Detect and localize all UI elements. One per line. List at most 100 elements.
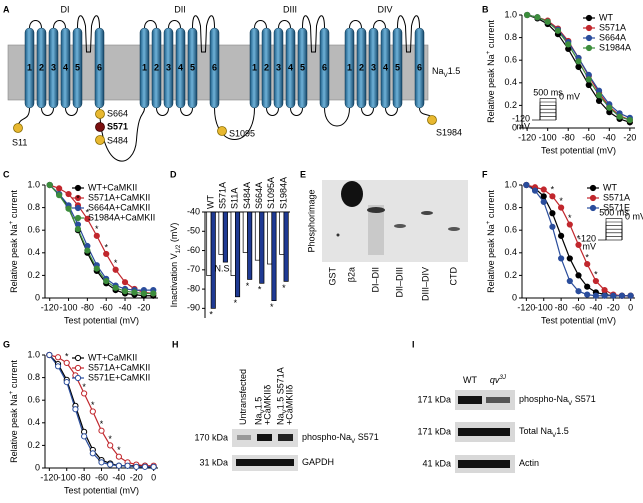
text-segment: Relative peak Na — [9, 394, 19, 463]
legend-marker — [74, 364, 82, 372]
pore-loop — [397, 15, 420, 53]
data-point — [121, 288, 129, 295]
text-segment: 1.5 — [556, 426, 569, 436]
text-segment: + — [485, 50, 492, 54]
data-point — [558, 204, 565, 211]
data-point — [133, 463, 140, 470]
lane-label: WT — [463, 375, 477, 385]
helix — [209, 27, 220, 109]
helix-number: 4 — [383, 62, 388, 72]
data-point — [124, 462, 131, 469]
blot-band — [367, 207, 385, 213]
protocol-step — [605, 221, 623, 240]
site-label: S11 — [12, 137, 27, 147]
data-point — [140, 290, 147, 297]
x-tick-label: 0 — [628, 302, 633, 312]
data-point — [584, 283, 591, 290]
protocol-duration: 500 ms — [599, 207, 629, 217]
bar — [210, 211, 216, 309]
text-segment: V — [444, 72, 449, 79]
panel-letter: D — [170, 169, 177, 179]
lane-label: NaV1.5 S571A — [276, 367, 289, 425]
x-tick-label: -80 — [562, 132, 575, 142]
bar — [218, 211, 224, 255]
text-segment: Relative peak Na — [9, 224, 19, 293]
text-segment: V — [351, 438, 356, 445]
data-point — [141, 463, 149, 470]
text-segment: V — [282, 408, 289, 413]
loop — [361, 107, 374, 116]
blot — [455, 390, 515, 410]
helix — [297, 27, 308, 109]
molecular-weight: 171 kDa — [417, 426, 451, 436]
data-point — [549, 223, 556, 230]
site-label: S1984 — [436, 127, 462, 137]
bar — [267, 211, 273, 265]
text-segment: Na — [432, 66, 444, 76]
data-point — [63, 379, 70, 386]
helix-number: 4 — [178, 62, 183, 72]
y-tick-label: 0.6 — [504, 225, 517, 235]
panel-letter: G — [3, 339, 10, 349]
text-segment: S571 — [572, 394, 596, 404]
text-segment: current — [486, 190, 496, 221]
helix-number: 4 — [63, 62, 68, 72]
data-point — [150, 463, 157, 470]
x-tick-label: -60 — [100, 302, 113, 312]
blot-h — [232, 429, 298, 471]
helix — [175, 27, 186, 109]
text-segment: 3J — [499, 374, 507, 381]
annotation: * — [91, 400, 95, 410]
data-point — [558, 255, 565, 262]
domain-label: DI — [61, 4, 70, 14]
y-tick-label: -60 — [187, 245, 200, 255]
x-tick-label: 0 — [151, 472, 156, 482]
x-tick-label: S664A — [254, 182, 264, 209]
bar — [271, 211, 277, 302]
text-segment: + — [485, 220, 492, 224]
x-tick-label: -100 — [539, 132, 557, 142]
lane-label: DII–DIII — [394, 267, 404, 298]
helix — [261, 27, 272, 109]
text-segment: Na — [254, 413, 264, 425]
loop — [290, 107, 303, 116]
lane-label: CTD — [448, 267, 458, 286]
text-segment: Actin — [519, 458, 539, 468]
data-point — [595, 92, 603, 99]
x-tick-label: -60 — [572, 302, 585, 312]
x-tick-label: -80 — [78, 472, 91, 482]
legend-label: S1984A — [599, 42, 631, 52]
data-point — [595, 97, 603, 104]
x-tick-label: -60 — [582, 132, 595, 142]
lane-label: NaV1.5 — [254, 397, 267, 425]
blot-label: phospho-NaV S571 — [519, 394, 596, 407]
loop — [168, 20, 181, 29]
blot-band — [458, 428, 510, 436]
y-tick-label: 0.2 — [27, 270, 40, 280]
helix-number: 4 — [288, 62, 293, 72]
data-point — [121, 279, 129, 286]
x-tick-label: -120 — [41, 302, 59, 312]
protocol-step — [539, 98, 557, 120]
data-point — [89, 408, 96, 415]
protocol-hold-label: -120 — [578, 233, 596, 243]
data-point — [610, 292, 617, 299]
x-tick-label: -40 — [119, 302, 132, 312]
annotation: * — [114, 258, 118, 268]
legend-marker — [589, 194, 597, 202]
y-axis-label: Relative peak Na+ current — [485, 190, 496, 293]
helix-number: 6 — [212, 62, 217, 72]
x-tick-label: WT — [205, 195, 215, 209]
legend-label: S571A+CaMKII — [88, 362, 150, 372]
linker — [17, 107, 30, 127]
text-segment: Na — [276, 413, 286, 425]
legend-marker — [74, 204, 82, 212]
data-point — [627, 292, 634, 299]
helix — [187, 27, 198, 109]
text-segment: GAPDH — [302, 457, 334, 467]
protocol-step — [605, 228, 623, 240]
annotation: * — [577, 233, 581, 243]
data-point — [103, 277, 110, 285]
x-tick-label: -100 — [60, 302, 78, 312]
